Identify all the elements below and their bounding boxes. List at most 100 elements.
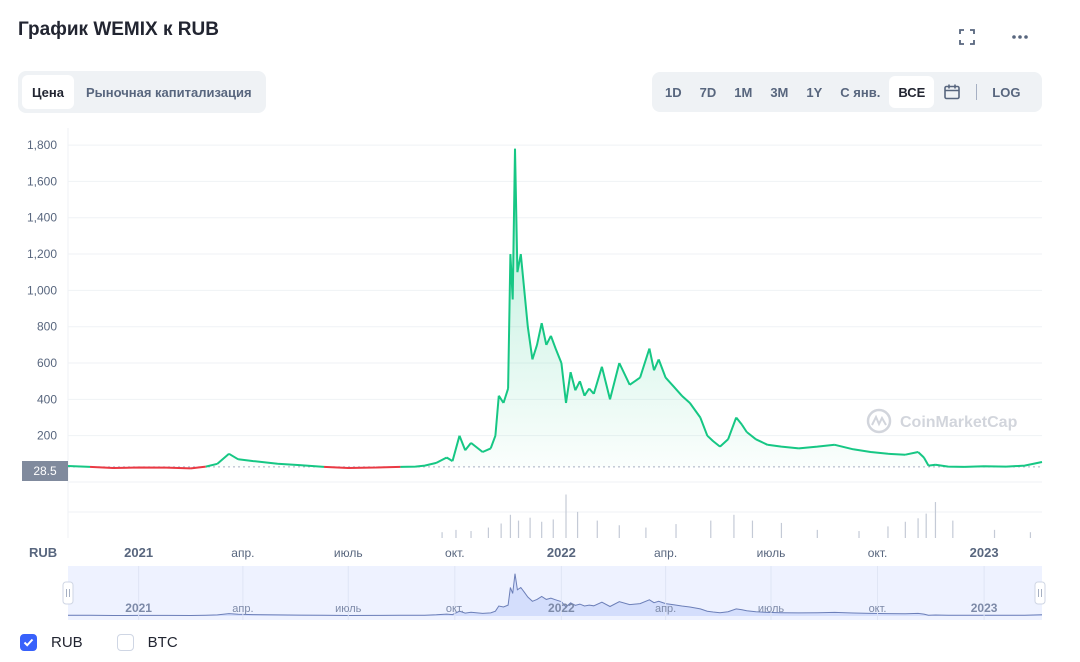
legend-label-btc: BTC (147, 634, 178, 651)
range-all-button[interactable]: ВСЕ (889, 76, 935, 108)
chart-grid (67, 128, 1042, 538)
navigator-line (67, 573, 1043, 617)
volume-bar (993, 529, 996, 538)
range-3m-button[interactable]: 3M (770, 84, 789, 100)
checkbox-btc[interactable] (116, 634, 134, 651)
grip-icon (1038, 589, 1042, 597)
handle-left-body[interactable] (62, 581, 74, 605)
chart-title: График WEMIX к RUB (18, 19, 219, 40)
handle-right-body[interactable] (1034, 581, 1046, 605)
reference-tag-bg (22, 461, 68, 481)
x-tick-label: июль (757, 546, 786, 560)
volume-bar (455, 529, 457, 538)
x-tick-label: окт. (445, 546, 465, 560)
volume-bar (529, 517, 531, 538)
y-axis: 200 400 600 800 1,000 1,200 1,400 1,600 1,800 (27, 138, 57, 443)
logo-wave-icon (871, 414, 887, 427)
volume-bars (441, 494, 1032, 538)
volume-bar (887, 526, 889, 538)
fullscreen-icon[interactable] (956, 26, 978, 48)
volume-bar (751, 520, 754, 538)
x-tick-label: апр. (231, 546, 254, 560)
y-tick-label: 600 (37, 356, 57, 370)
navigator-x-label: 2021 (125, 601, 152, 615)
checkbox-rub[interactable] (20, 634, 37, 651)
volume-bar (576, 511, 579, 538)
legend-item-btc[interactable]: BTC (116, 634, 178, 651)
range-1y-button[interactable]: 1Y (806, 84, 823, 100)
navigator-x-label: июль (335, 603, 362, 615)
time-range-selector: 1D 7D 1M 3M 1Y С янв. ВСЕ LOG (652, 72, 1042, 112)
watermark-text: CoinMarketCap (900, 414, 1018, 431)
navigator-handle-left[interactable] (62, 581, 74, 605)
y-tick-label: 1,600 (27, 174, 57, 188)
navigator-x-label: июль (758, 603, 785, 615)
volume-bar (552, 519, 554, 538)
range-ytd-button[interactable]: С янв. (840, 84, 881, 100)
y-tick-label: 1,000 (27, 283, 57, 297)
coinmarketcap-logo-icon (866, 408, 892, 434)
legend-item-rub[interactable]: RUB (20, 634, 83, 651)
volume-bar (645, 527, 647, 538)
y-tick-label: 200 (37, 429, 57, 443)
log-scale-button[interactable]: LOG (992, 84, 1021, 100)
y-tick-label: 1,200 (27, 247, 57, 261)
volume-bar (904, 521, 906, 538)
y-tick-label: 400 (37, 392, 57, 406)
calendar-icon[interactable] (934, 76, 970, 108)
navigator-x-label: окт. (446, 603, 464, 615)
volume-bar (816, 529, 818, 538)
volume-bar (1029, 532, 1032, 538)
volume-bar (952, 520, 954, 538)
grip-icon (66, 589, 70, 597)
x-tick-label: 2023 (970, 545, 999, 560)
x-axis: 2021 апр. июль окт. 2022 апр. июль окт. 2023 (124, 545, 998, 560)
navigator-x-label: окт. (869, 603, 887, 615)
y-tick-label: 1,400 (27, 211, 57, 225)
x-tick-label: 2021 (124, 545, 153, 560)
y-tick-label: 1,800 (27, 138, 57, 152)
navigator-x-label: 2023 (971, 601, 998, 615)
y-tick-label: 800 (37, 320, 57, 334)
navigator-area (68, 573, 1042, 616)
navigator-x-label: апр. (232, 603, 253, 615)
x-tick-label: апр. (654, 546, 677, 560)
tab-price[interactable]: Цена (22, 75, 74, 109)
volume-bar (925, 513, 927, 538)
volume-bar (618, 525, 620, 538)
range-1m-button[interactable]: 1M (734, 84, 753, 100)
navigator-x-label: апр. (655, 603, 676, 615)
currency-axis-label: RUB (29, 545, 57, 560)
volume-bar (565, 494, 567, 538)
volume-bar (487, 527, 490, 538)
volume-bar (858, 531, 860, 538)
x-tick-label: июль (334, 546, 363, 560)
watermark: CoinMarketCap (866, 408, 1018, 434)
range-7d-button[interactable]: 7D (699, 84, 717, 100)
x-tick-label: окт. (868, 546, 888, 560)
more-options-icon[interactable] (1009, 26, 1031, 48)
range-navigator[interactable]: 2021 апр. июль окт. 2022 апр. июль окт. 2023 (62, 566, 1046, 620)
navigator-handle-right[interactable] (1034, 581, 1046, 605)
volume-bar (934, 502, 937, 538)
range-divider (976, 84, 978, 100)
volume-bar (780, 522, 783, 538)
volume-bar (917, 518, 919, 538)
series-legend: RUB BTC (20, 634, 198, 651)
volume-bar (596, 520, 598, 538)
tab-market-cap[interactable]: Рыночная капитализация (85, 84, 252, 100)
volume-bar (541, 521, 543, 538)
metric-tabs: Цена Рыночная капитализация (18, 71, 266, 113)
volume-bar (517, 520, 520, 538)
volume-bar (733, 514, 735, 538)
price-area (68, 148, 1042, 469)
navigator-x-label: 2022 (548, 601, 575, 615)
navigator-x-labels: 2021 апр. июль окт. 2022 апр. июль окт. 2023 (125, 566, 998, 620)
volume-bar (441, 532, 443, 538)
volume-bar (710, 520, 712, 538)
volume-bar (675, 524, 677, 538)
checkmark-icon (23, 638, 34, 647)
range-1d-button[interactable]: 1D (665, 84, 682, 100)
x-tick-label: 2022 (547, 545, 576, 560)
